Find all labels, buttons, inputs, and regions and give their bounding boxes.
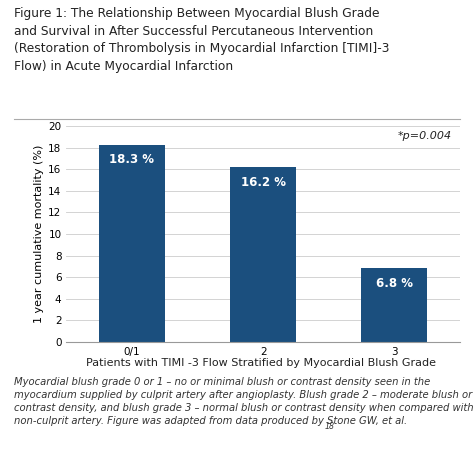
- Text: 18.3 %: 18.3 %: [109, 153, 155, 166]
- Bar: [230, 167, 296, 342]
- Bar: [361, 269, 427, 342]
- Text: Myocardial blush grade 0 or 1 – no or minimal blush or contrast density seen in : Myocardial blush grade 0 or 1 – no or mi…: [14, 377, 474, 426]
- Text: 18: 18: [325, 422, 335, 431]
- Text: *p=0.004: *p=0.004: [398, 131, 452, 141]
- Text: 16.2 %: 16.2 %: [241, 176, 285, 189]
- Text: Figure 1: The Relationship Between Myocardial Blush Grade
and Survival in After : Figure 1: The Relationship Between Myoca…: [14, 7, 390, 73]
- Bar: [99, 145, 165, 342]
- Text: 6.8 %: 6.8 %: [376, 277, 413, 290]
- Text: Patients with TIMI -3 Flow Stratified by Myocardial Blush Grade: Patients with TIMI -3 Flow Stratified by…: [86, 358, 436, 368]
- Y-axis label: 1 year cumulative mortality (%): 1 year cumulative mortality (%): [34, 145, 44, 323]
